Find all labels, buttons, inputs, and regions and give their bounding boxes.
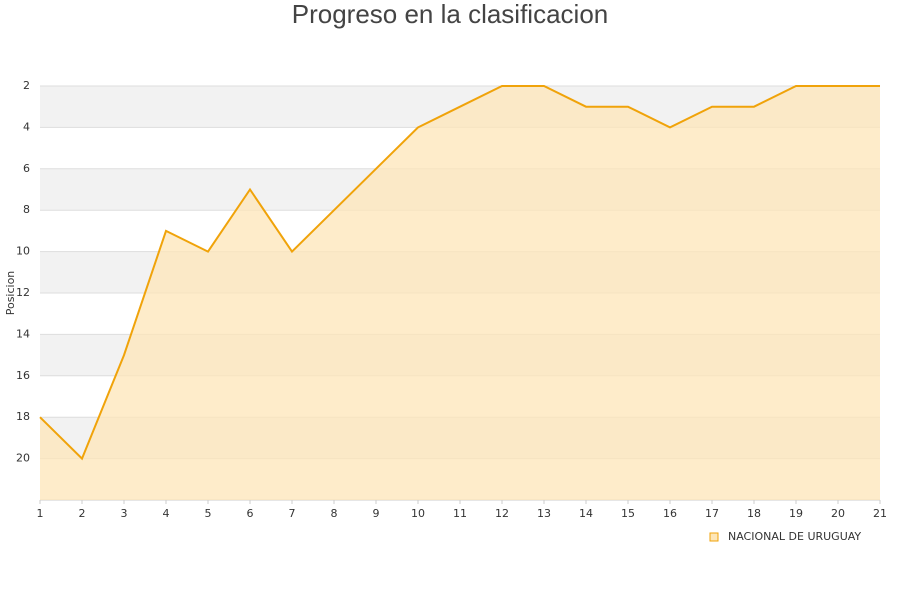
x-tick-label: 18 xyxy=(747,507,761,520)
line xyxy=(39,85,880,461)
x-tick-label: 7 xyxy=(289,507,296,520)
y-tick-label: 2 xyxy=(23,79,30,92)
chart-title: Progreso en la clasificacion xyxy=(292,0,609,29)
x-tick-label: 9 xyxy=(373,507,380,520)
x-tick-label: 17 xyxy=(705,507,719,520)
y-axis-label: Posicion xyxy=(4,271,17,316)
y-tick-label: 18 xyxy=(16,410,30,423)
x-tick-label: 5 xyxy=(205,507,212,520)
y-tick-label: 6 xyxy=(23,162,30,175)
y-tick-label: 14 xyxy=(16,327,30,340)
x-tick-label: 13 xyxy=(537,507,551,520)
y-tick-label: 16 xyxy=(16,369,30,382)
x-tick-label: 8 xyxy=(331,507,338,520)
y-tick-label: 10 xyxy=(16,245,30,258)
x-tick-label: 21 xyxy=(873,507,887,520)
x-tick-label: 1 xyxy=(37,507,44,520)
x-tick-label: 6 xyxy=(247,507,254,520)
x-tick-label: 10 xyxy=(411,507,425,520)
x-tick-label: 14 xyxy=(579,507,593,520)
legend-label: NACIONAL DE URUGUAY xyxy=(728,530,861,543)
y-tick-label: 20 xyxy=(16,452,30,465)
x-tick-label: 4 xyxy=(163,507,170,520)
x-tick-label: 15 xyxy=(621,507,635,520)
x-tick-label: 3 xyxy=(121,507,128,520)
x-tick-label: 12 xyxy=(495,507,509,520)
x-tick-label: 11 xyxy=(453,507,467,520)
x-tick-label: 19 xyxy=(789,507,803,520)
x-tick-label: 16 xyxy=(663,507,677,520)
legend-swatch xyxy=(709,532,719,542)
x-tick-label: 2 xyxy=(79,507,86,520)
x-tick-label: 20 xyxy=(831,507,845,520)
y-tick-label: 12 xyxy=(16,286,30,299)
y-tick-label: 8 xyxy=(23,203,30,216)
y-tick-label: 4 xyxy=(23,120,30,133)
